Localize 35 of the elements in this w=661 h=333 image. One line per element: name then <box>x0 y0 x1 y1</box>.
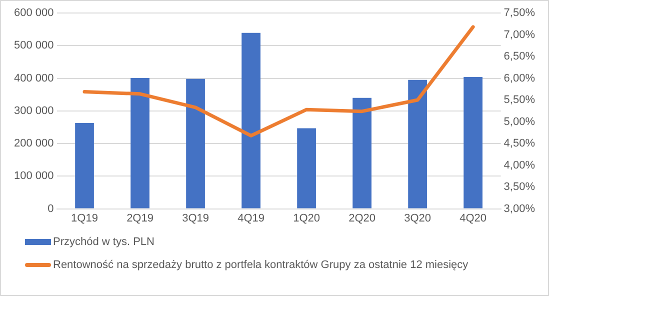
y-tick-label: 100 000 <box>14 170 54 182</box>
y2-tick-label: 5,50% <box>504 94 536 106</box>
y-tick-label: 0 <box>48 202 54 215</box>
bar <box>130 78 150 208</box>
y-tick-label: 500 000 <box>14 40 54 52</box>
y-tick-label: 400 000 <box>14 72 54 84</box>
y2-tick-label: 4,00% <box>504 159 536 172</box>
y2-tick-label: 6,00% <box>504 72 536 84</box>
legend-label: Przychód w tys. PLN <box>53 236 154 248</box>
y-tick-label: 200 000 <box>14 138 54 150</box>
y2-tick-label: 3,50% <box>504 181 536 194</box>
bar <box>352 98 372 208</box>
x-tick-label: 1Q19 <box>71 212 98 224</box>
legend-label: Rentowność na sprzedaży brutto z portfela kontraktów Grupy za ostatnie 12 miesięcy <box>53 259 468 271</box>
y2-tick-label: 6,50% <box>504 50 536 63</box>
x-tick-label: 2Q19 <box>126 212 154 224</box>
bar <box>464 76 482 208</box>
bar <box>242 32 260 208</box>
x-tick-label: 2Q20 <box>348 212 376 224</box>
y2-tick-label: 5,00% <box>504 116 536 128</box>
bar <box>408 80 427 208</box>
bar <box>186 78 205 208</box>
y-tick-label: 300 000 <box>14 104 54 117</box>
bar <box>75 122 94 208</box>
x-tick-label: 1Q20 <box>293 212 320 224</box>
y2-tick-label: 7,50% <box>504 7 536 20</box>
x-tick-label: 3Q20 <box>404 212 432 224</box>
y2-tick-label: 3,00% <box>504 202 536 215</box>
bar <box>297 128 316 208</box>
y-tick-label: 600 000 <box>14 7 54 20</box>
y2-tick-label: 4,50% <box>504 138 536 150</box>
x-tick-label: 4Q20 <box>460 212 487 224</box>
y2-tick-label: 7,00% <box>504 28 536 41</box>
x-tick-label: 4Q19 <box>238 212 264 224</box>
x-tick-label: 3Q19 <box>182 212 209 224</box>
